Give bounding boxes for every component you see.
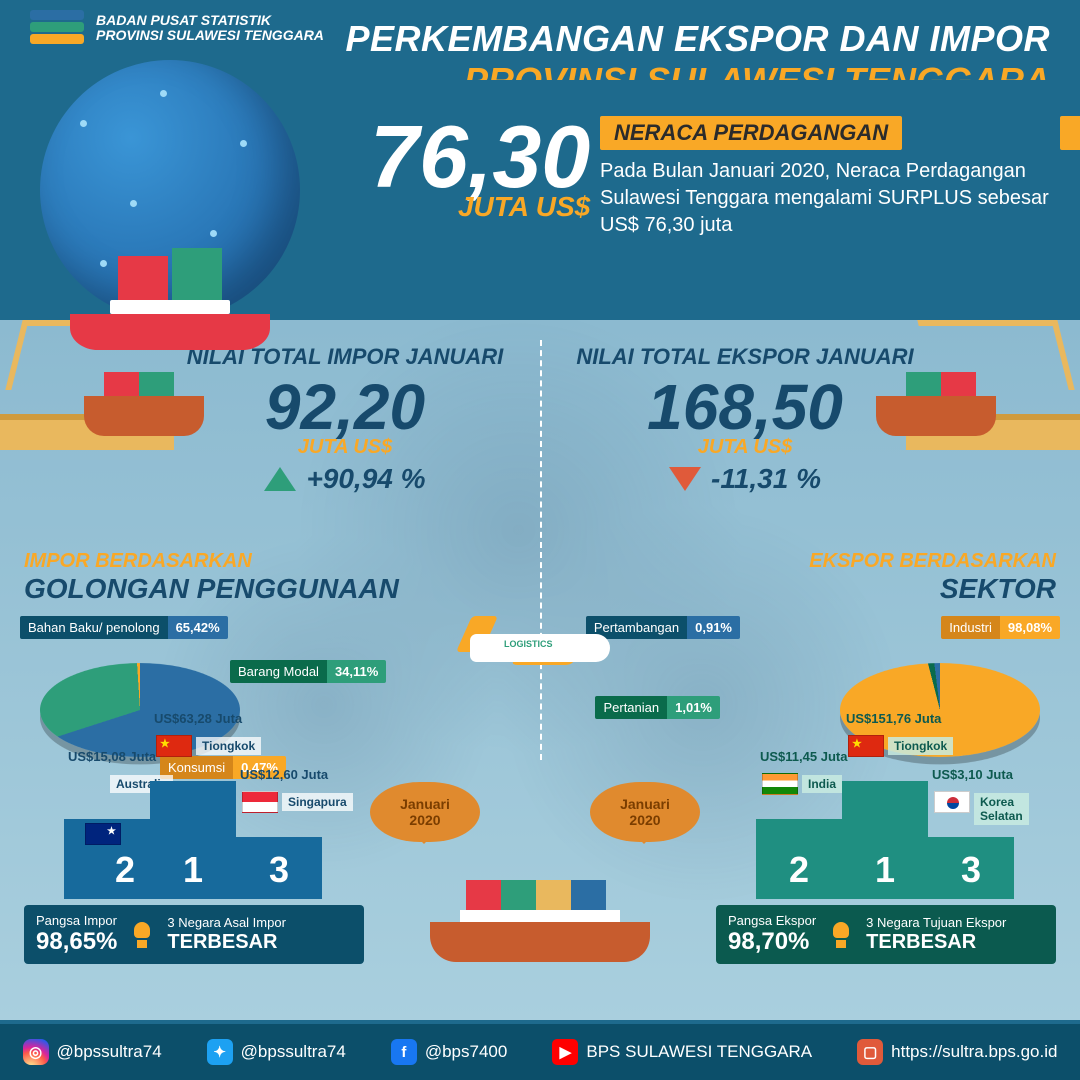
export-total-label: NILAI TOTAL EKSPOR JANUARI bbox=[530, 344, 960, 370]
export-share: Pangsa Ekspor 98,70% bbox=[728, 913, 816, 956]
import-title-small: IMPOR BERDASARKAN bbox=[24, 550, 399, 573]
triangle-down-icon bbox=[669, 467, 701, 491]
export-pie-tag-3: Industri 98,08% bbox=[941, 616, 1060, 639]
import-banner: Pangsa Impor 98,65% 3 Negara Asal Impor … bbox=[24, 905, 364, 964]
footer: ◎ @bpssultra74 ✦ @bpssultra74 f @bps7400… bbox=[0, 1024, 1080, 1080]
import-title-big: GOLONGAN PENGGUNAAN bbox=[24, 573, 399, 604]
speech-bubble-left: Januari 2020 bbox=[370, 782, 480, 842]
import-total-unit: JUTA US$ bbox=[130, 436, 560, 459]
export-title-big: SEKTOR bbox=[940, 573, 1056, 604]
youtube-link[interactable]: ▶ BPS SULAWESI TENGGARA bbox=[552, 1039, 812, 1065]
import-delta-value: +90,94 % bbox=[306, 463, 425, 495]
export-section-title: EKSPOR BERDASARKAN SEKTOR bbox=[809, 550, 1056, 605]
trophy-icon bbox=[830, 922, 852, 948]
flag-au-icon bbox=[85, 823, 121, 845]
import-rank-1: US$63,28 Juta Tiongkok 1 bbox=[150, 781, 236, 899]
flag-in-icon bbox=[762, 773, 798, 795]
twitter-icon: ✦ bbox=[207, 1039, 233, 1065]
title-line2: PROVINSI SULAWESI TENGGARA bbox=[345, 60, 1050, 102]
import-share: Pangsa Impor 98,65% bbox=[36, 913, 117, 956]
youtube-icon: ▶ bbox=[552, 1039, 578, 1065]
plane-label: LOGISTICS bbox=[500, 638, 557, 650]
headline-value: 76,30 JUTA US$ bbox=[370, 120, 590, 223]
triangle-up-icon bbox=[264, 467, 296, 491]
speech-bubble-right: Januari 2020 bbox=[590, 782, 700, 842]
import-pie-tag-2: Barang Modal 34,11% bbox=[230, 660, 386, 683]
export-delta-value: -11,31 % bbox=[711, 463, 821, 495]
export-rank-2: US$11,45 Juta India 2 bbox=[756, 819, 842, 899]
export-podium: US$11,45 Juta India 2 US$151,76 Juta Tio… bbox=[716, 769, 1056, 964]
export-title-small: EKSPOR BERDASARKAN bbox=[809, 550, 1056, 573]
import-rank-2: US$15,08 Juta Australia 2 bbox=[64, 819, 150, 899]
flag-cn-icon bbox=[848, 735, 884, 757]
import-steps: US$15,08 Juta Australia 2 US$63,28 Juta … bbox=[64, 769, 324, 899]
trophy-icon bbox=[131, 922, 153, 948]
flag-sg-icon bbox=[242, 791, 278, 813]
org-name: BADAN PUSAT STATISTIK PROVINSI SULAWESI … bbox=[96, 13, 324, 44]
ship-icon bbox=[70, 270, 270, 350]
website-link[interactable]: ▢ https://sultra.bps.go.id bbox=[857, 1039, 1057, 1065]
export-total-value: 168,50 bbox=[530, 370, 960, 444]
bps-logo-mark bbox=[30, 10, 84, 46]
facebook-icon: f bbox=[391, 1039, 417, 1065]
export-total-unit: JUTA US$ bbox=[530, 436, 960, 459]
import-pie-tag-1: Bahan Baku/ penolong 65,42% bbox=[20, 616, 228, 639]
org-line1: BADAN PUSAT STATISTIK bbox=[96, 13, 324, 28]
hero: 76,30 JUTA US$ NERACA PERDAGANGAN Pada B… bbox=[0, 110, 1080, 320]
export-delta: -11,31 % bbox=[530, 463, 960, 495]
import-total: NILAI TOTAL IMPOR JANUARI 92,20 JUTA US$… bbox=[130, 344, 560, 495]
monitor-icon: ▢ bbox=[857, 1039, 883, 1065]
neraca-title: NERACA PERDAGANGAN bbox=[600, 116, 902, 150]
cargo-ship-icon bbox=[430, 872, 650, 962]
instagram-link[interactable]: ◎ @bpssultra74 bbox=[23, 1039, 162, 1065]
flag-cn-icon bbox=[156, 735, 192, 757]
export-rank-3: US$3,10 Juta Korea Selatan 3 bbox=[928, 837, 1014, 899]
flag-kr-icon bbox=[934, 791, 970, 813]
import-rank-3: US$12,60 Juta Singapura 3 bbox=[236, 837, 322, 899]
import-section-title: IMPOR BERDASARKAN GOLONGAN PENGGUNAAN bbox=[24, 550, 399, 605]
org-line2: PROVINSI SULAWESI TENGGARA bbox=[96, 28, 324, 43]
import-delta: +90,94 % bbox=[130, 463, 560, 495]
infographic-page: BADAN PUSAT STATISTIK PROVINSI SULAWESI … bbox=[0, 0, 1080, 1080]
instagram-icon: ◎ bbox=[23, 1039, 49, 1065]
facebook-link[interactable]: f @bps7400 bbox=[391, 1039, 508, 1065]
twitter-link[interactable]: ✦ @bpssultra74 bbox=[207, 1039, 346, 1065]
surplus-value: 76,30 bbox=[370, 120, 590, 195]
export-banner: Pangsa Ekspor 98,70% 3 Negara Tujuan Eks… bbox=[716, 905, 1056, 964]
export-banner-text: 3 Negara Tujuan Ekspor TERBESAR bbox=[866, 916, 1006, 952]
import-banner-text: 3 Negara Asal Impor TERBESAR bbox=[167, 916, 286, 952]
export-total: NILAI TOTAL EKSPOR JANUARI 168,50 JUTA U… bbox=[530, 344, 960, 495]
neraca-block: NERACA PERDAGANGAN Pada Bulan Januari 20… bbox=[600, 116, 1050, 239]
export-rank-1: US$151,76 Juta Tiongkok 1 bbox=[842, 781, 928, 899]
export-steps: US$11,45 Juta India 2 US$151,76 Juta Tio… bbox=[756, 769, 1016, 899]
neraca-text: Pada Bulan Januari 2020, Neraca Perdagan… bbox=[600, 158, 1050, 239]
import-podium: US$15,08 Juta Australia 2 US$63,28 Juta … bbox=[24, 769, 364, 964]
title-line1: PERKEMBANGAN EKSPOR DAN IMPOR bbox=[345, 18, 1050, 60]
mid-section: NILAI TOTAL IMPOR JANUARI 92,20 JUTA US$… bbox=[0, 320, 1080, 1020]
airplane-icon: LOGISTICS bbox=[460, 600, 630, 700]
import-total-value: 92,20 bbox=[130, 370, 560, 444]
